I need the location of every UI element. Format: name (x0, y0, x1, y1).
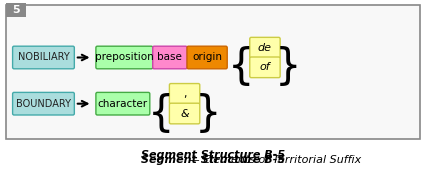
FancyBboxPatch shape (6, 5, 419, 139)
FancyBboxPatch shape (96, 92, 150, 115)
Text: of: of (259, 62, 270, 72)
Text: Segment Structure B-5: Segment Structure B-5 (141, 155, 285, 165)
Text: Segment Structure B-5 — Elements of Territorial Suffix: Segment Structure B-5 — Elements of Terr… (41, 150, 385, 160)
Text: base: base (157, 52, 182, 62)
FancyBboxPatch shape (169, 103, 199, 124)
Text: character: character (98, 99, 147, 109)
Text: &: & (180, 109, 188, 119)
Text: de: de (257, 43, 271, 53)
FancyBboxPatch shape (187, 46, 227, 69)
FancyBboxPatch shape (13, 46, 74, 69)
Text: }: } (194, 93, 221, 135)
Text: origin: origin (192, 52, 222, 62)
FancyBboxPatch shape (13, 92, 74, 115)
Text: {: { (227, 46, 254, 88)
FancyBboxPatch shape (249, 57, 279, 78)
Text: }: } (275, 46, 301, 88)
Text: BOUNDARY: BOUNDARY (16, 99, 71, 109)
FancyBboxPatch shape (169, 84, 199, 104)
FancyBboxPatch shape (249, 37, 279, 58)
FancyBboxPatch shape (153, 46, 187, 69)
Text: — Elements of Territorial Suffix: — Elements of Territorial Suffix (66, 155, 360, 165)
Text: Segment Structure B-5: Segment Structure B-5 (141, 150, 285, 160)
Text: NOBILIARY: NOBILIARY (17, 52, 69, 62)
Text: preposition: preposition (95, 52, 153, 62)
FancyBboxPatch shape (96, 46, 153, 69)
FancyBboxPatch shape (6, 3, 26, 17)
Text: 5: 5 (12, 5, 20, 15)
Text: ,: , (182, 89, 186, 99)
Text: {: { (147, 93, 174, 135)
